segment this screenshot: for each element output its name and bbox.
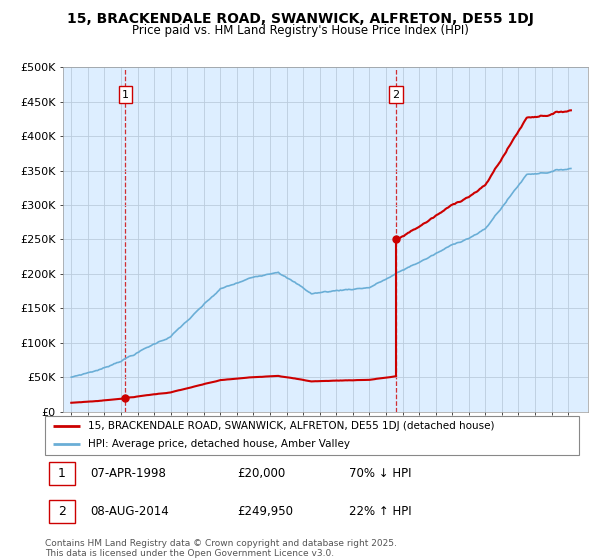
Text: 22% ↑ HPI: 22% ↑ HPI [349, 505, 412, 518]
Text: 1: 1 [58, 467, 66, 480]
Point [391, 235, 401, 244]
Text: Contains HM Land Registry data © Crown copyright and database right 2025.
This d: Contains HM Land Registry data © Crown c… [45, 539, 397, 558]
Text: 2: 2 [58, 505, 66, 518]
Text: 70% ↓ HPI: 70% ↓ HPI [349, 467, 412, 480]
Point [121, 393, 130, 402]
Text: £249,950: £249,950 [237, 505, 293, 518]
Text: HPI: Average price, detached house, Amber Valley: HPI: Average price, detached house, Ambe… [88, 439, 350, 449]
Text: 1: 1 [122, 90, 129, 100]
Text: 2: 2 [392, 90, 400, 100]
Text: 15, BRACKENDALE ROAD, SWANWICK, ALFRETON, DE55 1DJ (detached house): 15, BRACKENDALE ROAD, SWANWICK, ALFRETON… [88, 421, 494, 431]
FancyBboxPatch shape [45, 416, 579, 455]
FancyBboxPatch shape [49, 462, 75, 485]
Text: 15, BRACKENDALE ROAD, SWANWICK, ALFRETON, DE55 1DJ: 15, BRACKENDALE ROAD, SWANWICK, ALFRETON… [67, 12, 533, 26]
Text: 08-AUG-2014: 08-AUG-2014 [91, 505, 169, 518]
FancyBboxPatch shape [49, 500, 75, 522]
Text: Price paid vs. HM Land Registry's House Price Index (HPI): Price paid vs. HM Land Registry's House … [131, 24, 469, 36]
Text: £20,000: £20,000 [237, 467, 286, 480]
Text: 07-APR-1998: 07-APR-1998 [91, 467, 166, 480]
